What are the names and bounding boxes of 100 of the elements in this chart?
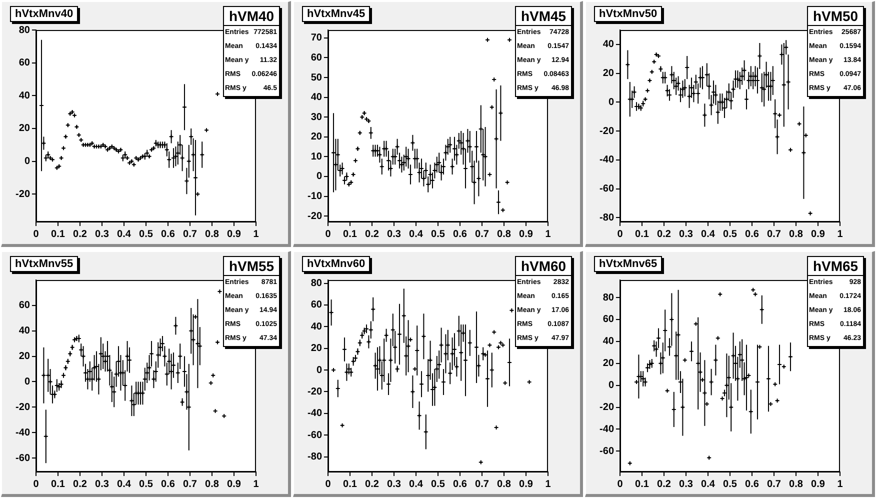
text: hVM50: [808, 7, 863, 26]
y-tick-label: 0: [608, 96, 614, 108]
x-tick-label: 0.7: [183, 478, 198, 490]
y-tick-label: 60: [18, 58, 30, 69]
x-tick-label: 1: [837, 478, 844, 490]
x-tick-label: 0.2: [365, 228, 380, 240]
x-tick-label: 0.4: [701, 478, 716, 490]
x-tick-label: 0: [325, 478, 332, 490]
y-tick-label: -40: [308, 408, 322, 420]
y-tick-label: -60: [600, 446, 614, 457]
y-tick-label: 60: [602, 314, 614, 326]
y-tick-label: 40: [18, 326, 30, 337]
x-tick-label: 1: [837, 228, 844, 240]
x-tick-label: 0.7: [767, 478, 782, 490]
y-tick-label: 60: [310, 300, 322, 311]
x-tick-label: 0.3: [679, 478, 694, 490]
x-tick-label: 0.1: [635, 228, 650, 240]
x-tick-label: 0.9: [519, 478, 534, 490]
x-tick-label: 0.4: [409, 228, 424, 240]
y-tick-label: 20: [602, 68, 614, 80]
x-tick-label: 0.3: [387, 478, 402, 490]
y-tick-label: -60: [600, 184, 614, 195]
text: hVM55: [224, 257, 279, 276]
x-tick-label: 0.4: [409, 478, 424, 490]
x-tick-label: 0.4: [117, 228, 132, 240]
y-tick-label: 0: [24, 376, 30, 388]
y-tick-label: 20: [18, 351, 30, 362]
x-tick-label: 0.6: [453, 478, 468, 490]
x-tick-label: 0.9: [811, 228, 826, 240]
y-tick-label: -20: [16, 188, 30, 200]
x-tick-label: 0.2: [657, 228, 672, 240]
x-tick-label: 0.8: [789, 478, 804, 490]
x-tick-label: 0.3: [387, 228, 402, 240]
y-tick-label: 60: [310, 52, 322, 64]
x-tick-label: 0.4: [117, 478, 132, 490]
text: hVM45: [516, 7, 571, 26]
x-tick-label: 1: [253, 478, 260, 490]
x-tick-label: 0.5: [723, 478, 738, 490]
x-tick-label: 0.6: [745, 478, 760, 490]
x-tick-label: 0.8: [205, 228, 220, 240]
x-tick-label: 0.6: [745, 228, 760, 240]
y-tick-label: 30: [310, 112, 322, 123]
x-tick-label: 0: [33, 478, 40, 490]
y-tick-label: -20: [308, 210, 322, 222]
y-tick-label: -20: [600, 402, 614, 414]
y-tick-label: 40: [602, 39, 614, 50]
y-tick-label: 40: [602, 336, 614, 348]
x-tick-label: 0.1: [51, 228, 66, 240]
x-tick-label: 0.3: [95, 228, 110, 240]
y-tick-label: 40: [18, 90, 30, 102]
x-tick-label: 0.4: [701, 228, 716, 240]
x-tick-label: 0.5: [431, 228, 446, 240]
x-tick-label: 0.1: [343, 228, 358, 240]
chart-title: hVtxMnv45: [302, 6, 370, 22]
y-tick-label: -40: [600, 424, 614, 435]
y-tick-label: -10: [308, 191, 322, 202]
y-tick-label: 80: [602, 292, 614, 304]
chart-title: hVtxMnv65: [594, 256, 662, 272]
x-tick-label: 0.7: [475, 228, 490, 240]
x-tick-label: 0.2: [365, 478, 380, 490]
x-tick-label: 0: [617, 228, 624, 240]
x-tick-label: 0.9: [227, 228, 242, 240]
x-tick-label: 1: [545, 478, 552, 490]
y-tick-label: 0: [316, 364, 322, 376]
y-tick-label: 20: [18, 123, 30, 134]
x-tick-label: 0.6: [161, 478, 176, 490]
x-tick-label: 0.1: [343, 478, 358, 490]
text: hVM65: [808, 257, 863, 276]
text: hVM40: [224, 7, 279, 26]
y-tick-label: -60: [16, 452, 30, 464]
x-tick-label: 0.3: [95, 478, 110, 490]
chart-title: hVtxMnv55: [10, 256, 78, 272]
y-tick-label: -20: [16, 402, 30, 413]
y-tick-label: 50: [310, 72, 322, 84]
x-tick-label: 0.7: [183, 228, 198, 240]
x-tick-label: 0.9: [519, 228, 534, 240]
y-tick-label: 20: [310, 343, 322, 354]
x-tick-label: 0.2: [73, 478, 88, 490]
x-tick-label: 0: [325, 228, 332, 240]
x-tick-label: 0.8: [205, 478, 220, 490]
y-tick-label: 0: [316, 171, 322, 182]
x-tick-label: 1: [545, 228, 552, 240]
x-tick-label: 0.8: [789, 228, 804, 240]
text: hVM60: [516, 257, 571, 276]
y-tick-label: 10: [310, 151, 322, 162]
x-tick-label: 0: [617, 478, 624, 490]
x-tick-label: 0.5: [431, 478, 446, 490]
x-tick-label: 0.8: [497, 478, 512, 490]
y-tick-label: -20: [308, 386, 322, 398]
y-tick-label: -40: [600, 154, 614, 166]
y-tick-label: 20: [310, 132, 322, 143]
x-tick-label: 1: [253, 228, 260, 240]
x-tick-label: 0.7: [475, 478, 490, 490]
y-tick-label: 0: [24, 156, 30, 168]
y-tick-label: 40: [310, 92, 322, 104]
chart-title: hVtxMnv50: [594, 6, 662, 22]
y-tick-label: 40: [310, 321, 322, 332]
y-tick-label: 0: [608, 380, 614, 392]
chart-title: hVtxMnv40: [10, 6, 78, 22]
y-tick-label: 70: [310, 32, 322, 44]
